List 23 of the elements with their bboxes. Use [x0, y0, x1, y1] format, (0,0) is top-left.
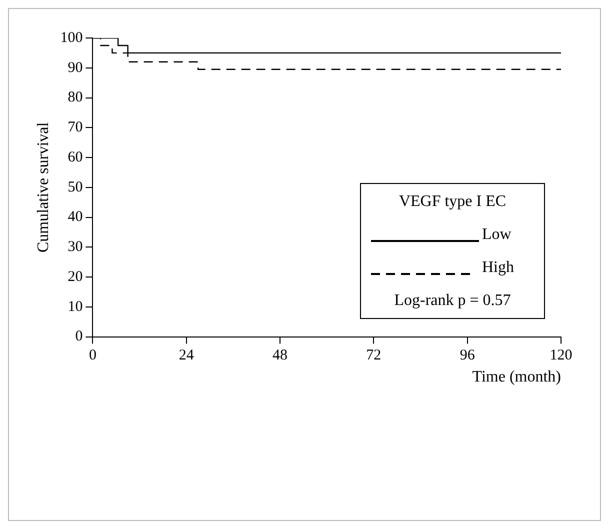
y-tick-label: 60	[68, 149, 83, 166]
y-tick-label: 80	[68, 90, 83, 106]
x-tick-label: 48	[272, 348, 288, 364]
legend-label: High	[482, 259, 514, 278]
x-tick-label: 24	[178, 348, 194, 364]
y-tick-label: 0	[75, 328, 83, 345]
y-tick-label: 100	[60, 30, 83, 46]
x-axis-title: Time (month)	[472, 368, 561, 386]
y-tick-label: 50	[68, 179, 83, 196]
y-tick-label: 10	[68, 298, 83, 315]
x-tick-label: 0	[88, 348, 96, 364]
legend-label: Low	[482, 226, 512, 244]
y-tick-label: 70	[68, 120, 83, 136]
y-tick-label: 20	[68, 268, 83, 285]
x-tick-label: 96	[460, 348, 476, 364]
x-tick-label: 72	[366, 348, 382, 364]
y-tick-label: 40	[68, 209, 83, 226]
y-tick-label: 30	[68, 239, 83, 256]
legend-title: VEGF type I EC	[398, 192, 508, 212]
annotation: Log-rank p = 0.57	[393, 291, 512, 312]
x-tick-label: 120	[550, 348, 572, 364]
y-tick-label: 90	[68, 60, 83, 76]
y-axis-title: Cumulative survival	[34, 122, 52, 252]
